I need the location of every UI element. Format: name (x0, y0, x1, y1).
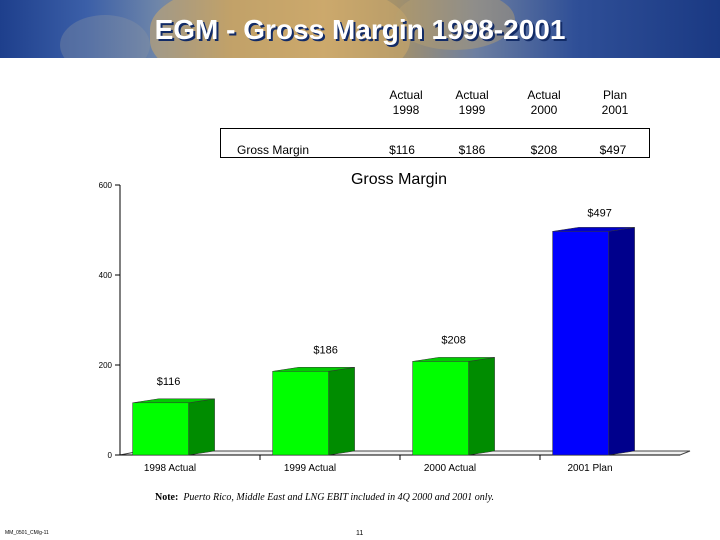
title-banner: EGM - Gross Margin 1998-2001 (0, 0, 720, 58)
slide-title: EGM - Gross Margin 1998-2001 (154, 14, 566, 45)
x-tick-label: 2000 Actual (424, 463, 476, 474)
x-tick-label: 1999 Actual (284, 463, 336, 474)
footer-id: MM_0501_CM/g-11 (5, 530, 49, 536)
y-tick-label: 400 (99, 271, 113, 280)
x-tick-label: 1998 Actual (144, 463, 196, 474)
table-cell-2000: $208 (530, 143, 558, 157)
bar (412, 361, 469, 456)
map-shape (395, 0, 515, 50)
bar (272, 371, 329, 456)
table-cell-1998: $116 (389, 143, 415, 157)
data-label: $116 (157, 376, 181, 388)
chart-title: Gross Margin (351, 171, 447, 188)
table-header-2000: Actual 2000 (527, 88, 561, 117)
map-shape (150, 0, 410, 58)
bar-side (188, 398, 215, 456)
bar-side (328, 367, 355, 456)
y-tick-label: 0 (108, 451, 113, 460)
data-label: $208 (441, 334, 465, 346)
table-row-label: Gross Margin (237, 143, 310, 157)
data-label: $186 (313, 344, 337, 356)
x-tick-label: 2001 Plan (567, 463, 612, 474)
data-label: $497 (587, 207, 611, 219)
y-tick-label: 200 (99, 361, 113, 370)
table-cell-2001: $497 (599, 143, 627, 157)
footnote: Note: Puerto Rico, Middle East and LNG E… (155, 492, 494, 503)
bar (552, 231, 609, 456)
table-cell-1999: $186 (458, 143, 486, 157)
table-header-1999: Actual 1999 (455, 88, 489, 117)
map-shape (60, 15, 150, 58)
bar-side (468, 357, 495, 456)
y-tick-label: 600 (99, 181, 113, 190)
table-header-1998: Actual 1998 (389, 88, 423, 117)
bar-side (608, 227, 635, 456)
table-header-2001: Plan 2001 (601, 88, 629, 117)
gross-margin-table (220, 128, 650, 158)
bar (132, 402, 189, 456)
page-number: 11 (356, 530, 364, 537)
